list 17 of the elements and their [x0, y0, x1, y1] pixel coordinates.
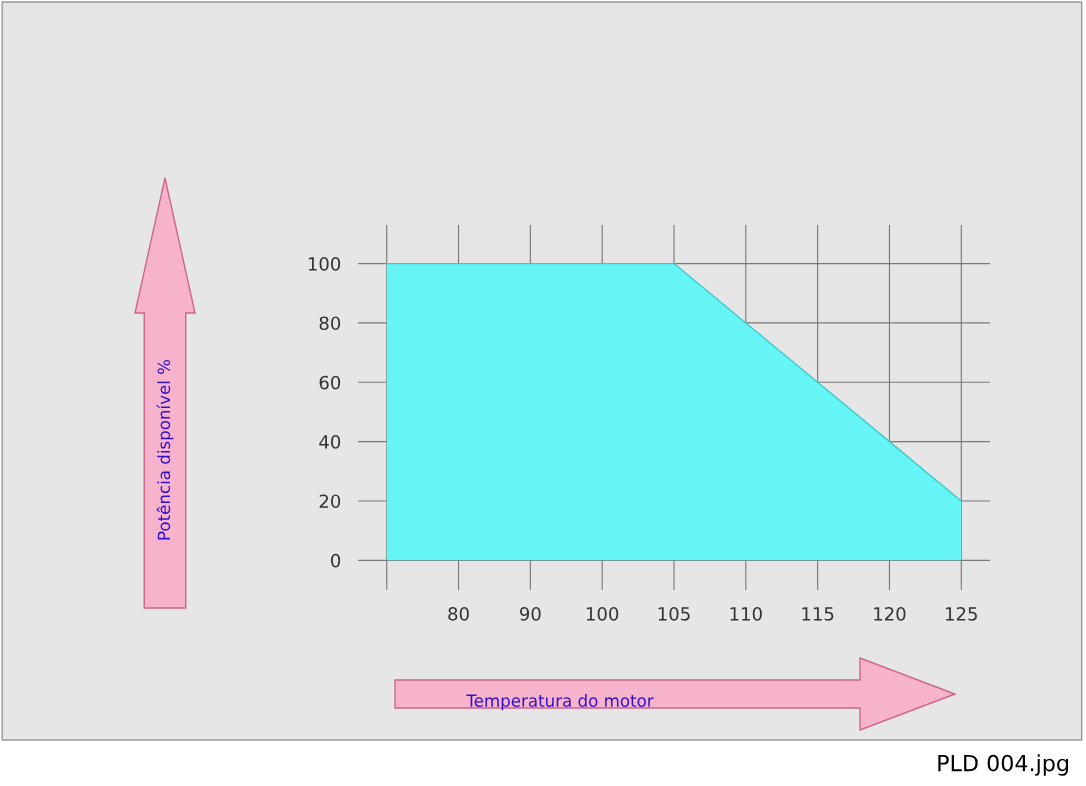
x-axis-title: Temperatura do motor	[466, 694, 654, 711]
x-tick-label: 120	[874, 606, 906, 621]
text: Potência disponível %	[156, 359, 174, 540]
x-tick-label: 110	[730, 606, 762, 621]
x-tick-label: 100	[586, 606, 619, 621]
x-tick-label: 105	[658, 606, 690, 621]
y-tick-label: 20	[319, 494, 341, 509]
x-tick-label: 90	[520, 606, 541, 621]
y-tick-label: 40	[319, 435, 341, 449]
x-tick-label: 125	[946, 606, 977, 621]
y-tick-label: 100	[308, 257, 341, 271]
x-tick-label: 80	[448, 606, 469, 621]
y-tick-label: 60	[319, 375, 341, 390]
y-tick-label: 0	[331, 553, 341, 568]
x-tick-label: 115	[802, 607, 834, 621]
y-tick-label: 80	[319, 316, 341, 331]
text: PLD 004.jpg	[938, 754, 1068, 776]
